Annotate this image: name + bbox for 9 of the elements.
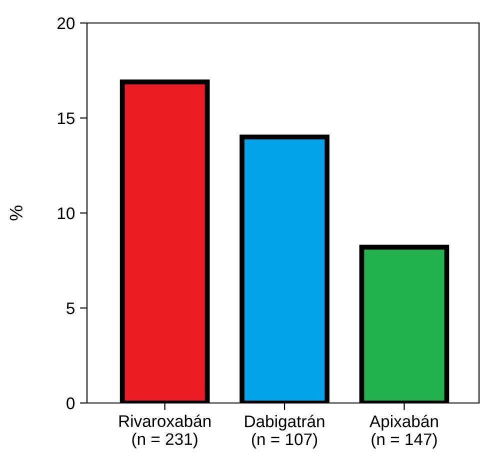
y-tick-label: 10 xyxy=(58,207,75,220)
y-tick-label: 0 xyxy=(66,397,75,410)
x-tick-label: Rivaroxabán (n = 231) xyxy=(119,414,211,448)
y-axis-title: % xyxy=(10,206,22,220)
x-tick-label: Apixabán (n = 147) xyxy=(370,414,438,448)
y-tick-label: 20 xyxy=(57,17,75,30)
x-tick-label: Dabigatrán (n = 107) xyxy=(245,414,324,448)
y-tick-label: 15 xyxy=(58,112,74,124)
y-tick-label: 5 xyxy=(66,302,74,314)
